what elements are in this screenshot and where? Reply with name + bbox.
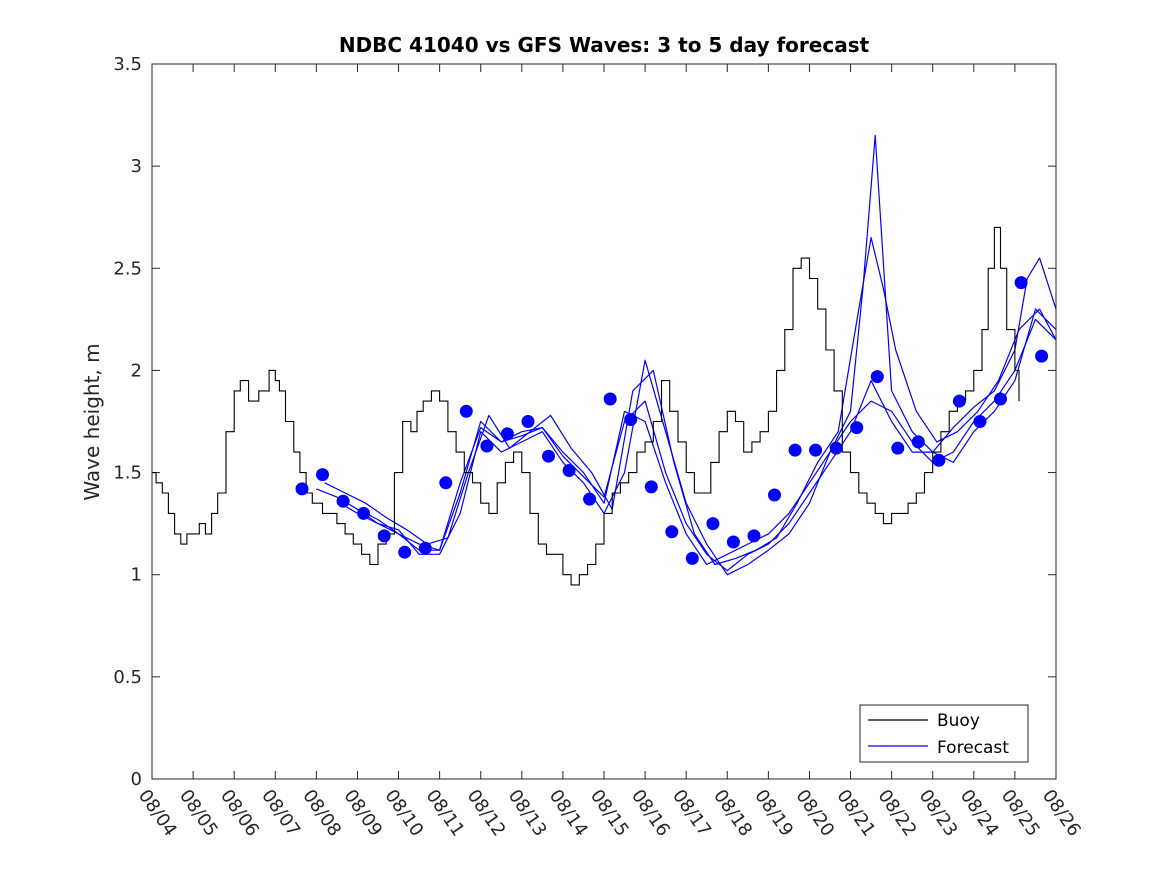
plot-area xyxy=(152,64,1056,779)
legend-forecast-label: Forecast xyxy=(937,738,1009,758)
forecast-point xyxy=(870,370,884,384)
forecast-point xyxy=(850,421,864,435)
forecast-point xyxy=(829,441,843,455)
forecast-point xyxy=(336,494,350,508)
forecast-point xyxy=(973,415,987,428)
legend-box xyxy=(859,704,1029,763)
forecast-point xyxy=(706,517,720,531)
forecast-point xyxy=(911,435,925,449)
forecast-point xyxy=(768,488,781,502)
forecast-point xyxy=(583,492,597,506)
legend-buoy-label: Buoy xyxy=(937,711,980,731)
y-tick-label: 1.5 xyxy=(113,463,142,484)
y-axis-label: Wave height, m xyxy=(80,343,104,500)
forecast-point xyxy=(994,392,1007,406)
forecast-point xyxy=(788,443,802,457)
forecast-point xyxy=(1014,276,1028,290)
y-axis-ticks: 0 0.5 1 1.5 2 2.5 3 3.5 xyxy=(113,54,1056,790)
forecast-point xyxy=(295,482,309,496)
forecast-point xyxy=(726,535,740,549)
forecast-line-4 xyxy=(357,257,1057,572)
forecast-point xyxy=(562,464,576,477)
forecast-point xyxy=(459,404,473,418)
forecast-point xyxy=(439,476,453,490)
legend: Buoy Forecast xyxy=(859,704,1029,763)
buoy-line xyxy=(152,226,1020,586)
forecast-point xyxy=(685,551,699,565)
y-tick-label: 3.5 xyxy=(113,54,142,75)
forecast-point xyxy=(932,453,946,467)
forecast-point xyxy=(521,415,535,428)
forecast-point xyxy=(542,449,555,463)
forecast-point xyxy=(891,441,905,455)
chart-title: NDBC 41040 vs GFS Waves: 3 to 5 day fore… xyxy=(339,33,870,57)
forecast-points xyxy=(295,276,1049,565)
forecast-point xyxy=(316,468,329,482)
plot-frame xyxy=(151,63,1057,780)
forecast-line-2 xyxy=(324,237,1057,566)
forecast-point xyxy=(644,480,658,494)
series-layer xyxy=(152,134,1057,586)
forecast-point xyxy=(603,392,617,406)
y-tick-label: 1 xyxy=(131,565,142,586)
y-tick-label: 2 xyxy=(131,360,142,381)
forecast-point xyxy=(500,427,514,441)
forecast-point xyxy=(809,443,823,457)
forecast-point xyxy=(747,529,761,543)
forecast-point xyxy=(624,413,638,426)
forecast-point xyxy=(398,545,412,559)
forecast-point xyxy=(377,529,391,543)
y-tick-label: 3 xyxy=(131,156,142,177)
y-tick-label: 2.5 xyxy=(113,258,142,279)
forecast-point xyxy=(357,506,371,520)
forecast-point xyxy=(480,439,494,453)
y-tick-label: 0 xyxy=(131,769,142,790)
y-tick-label: 0.5 xyxy=(113,667,142,688)
forecast-point xyxy=(665,525,679,539)
forecast-point xyxy=(1035,349,1049,363)
forecast-point xyxy=(952,394,966,408)
forecast-point xyxy=(418,541,432,555)
